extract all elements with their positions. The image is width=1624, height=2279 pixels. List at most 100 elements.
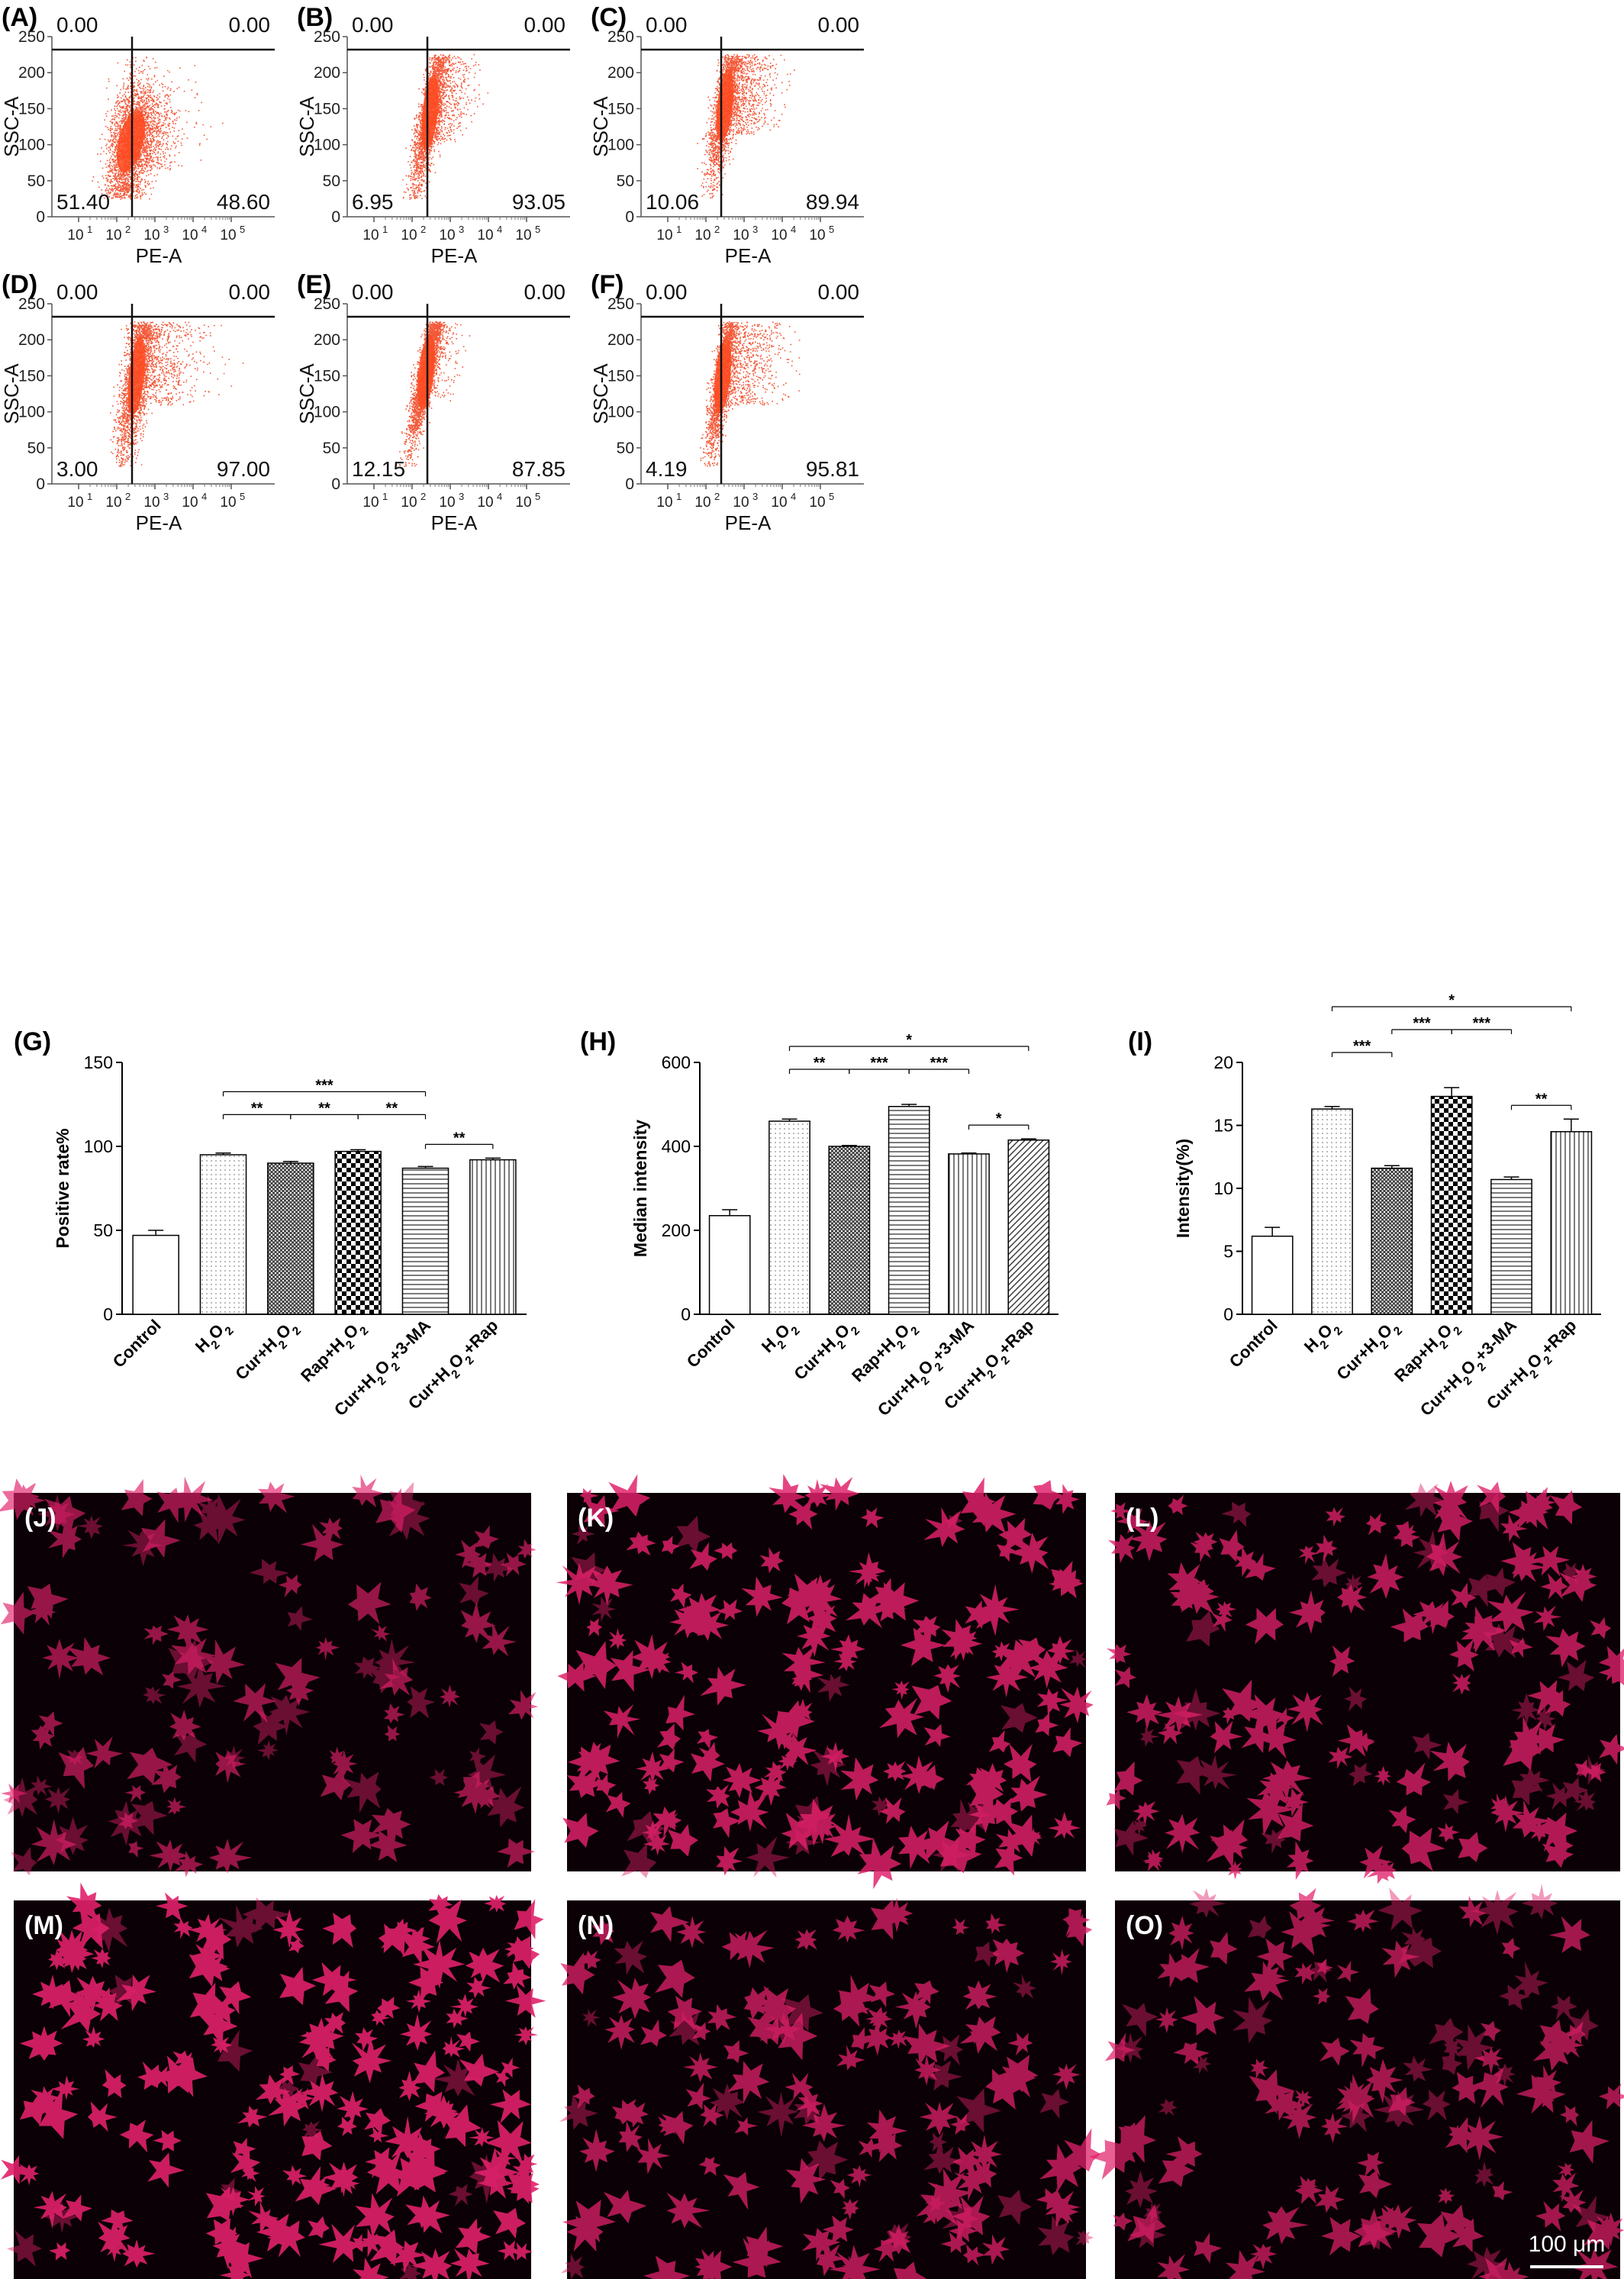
bar (768, 1120, 810, 1315)
x-tick-exponent: 2 (420, 491, 426, 502)
x-tick-label: 10 (105, 227, 121, 243)
x-tick-label: 10 (733, 227, 749, 243)
category-label: Control (683, 1316, 739, 1372)
y-tick-label: 250 (18, 295, 45, 313)
panel-label: (C) (591, 3, 627, 32)
y-tick-label: 0 (1223, 1304, 1233, 1324)
y-tick-label: 200 (18, 64, 45, 82)
y-tick-label: 100 (18, 404, 45, 421)
bar (948, 1153, 990, 1315)
bar (401, 1167, 450, 1315)
x-tick-exponent: 4 (201, 224, 207, 235)
x-axis-label: PE-A (725, 511, 772, 534)
y-axis-label: Median intensity (630, 1120, 650, 1257)
x-tick-exponent: 4 (201, 491, 207, 502)
x-tick-label: 10 (694, 227, 710, 243)
quadrant-upper-right: 0.00 (229, 13, 271, 37)
y-axis-label: Intensity(%) (1173, 1139, 1193, 1238)
micrograph-background (14, 1493, 531, 1871)
scatter-points (697, 53, 795, 199)
quadrant-lower-right: 48.60 (217, 190, 270, 214)
label-segment: Cur+H (1483, 1364, 1532, 1413)
quadrant-upper-left: 0.00 (352, 13, 394, 37)
panel-label: (G) (14, 1027, 51, 1056)
significance-stars: *** (870, 1055, 888, 1072)
y-tick-label: 15 (1213, 1116, 1233, 1136)
y-tick-label: 100 (84, 1136, 113, 1156)
y-tick-label: 0 (625, 475, 634, 493)
x-tick-label: 10 (182, 495, 198, 511)
x-tick-label: 10 (67, 227, 83, 243)
significance-stars: *** (930, 1055, 949, 1072)
y-tick-label: 250 (314, 295, 340, 313)
label-segment: Cur+H (940, 1364, 990, 1413)
micrograph-o: (O) 100 μm (1089, 1884, 1624, 2279)
label-segment: O (1313, 1320, 1336, 1343)
x-tick-label: 10 (809, 227, 825, 243)
label-segment: Cur+H (330, 1370, 380, 1420)
panel-label: (F) (591, 270, 624, 299)
quadrant-upper-left: 0.00 (646, 280, 688, 304)
y-tick-label: 50 (617, 440, 634, 457)
y-tick-label: 20 (1213, 1052, 1233, 1072)
x-tick-exponent: 5 (535, 224, 540, 235)
y-tick-label: 200 (314, 64, 340, 82)
y-axis-label: SSC-A (295, 96, 318, 157)
label-segment: Cur+H (790, 1334, 839, 1384)
y-tick-label: 50 (27, 172, 45, 190)
x-tick-label: 10 (809, 495, 825, 511)
significance-stars: * (1448, 992, 1455, 1009)
quadrant-lower-right: 87.85 (512, 457, 566, 481)
quadrant-upper-left: 0.00 (56, 13, 98, 37)
x-tick-exponent: 3 (752, 224, 758, 235)
x-tick-exponent: 3 (459, 491, 464, 502)
x-tick-label: 10 (477, 495, 493, 511)
y-tick-label: 100 (607, 404, 634, 421)
x-tick-label: 10 (656, 495, 672, 511)
label-segment: +3-MA (385, 1316, 434, 1365)
x-tick-exponent: 1 (382, 224, 388, 235)
scatter-points (92, 56, 224, 200)
label-segment: O (771, 1320, 794, 1343)
label-segment: Cur+H (1332, 1334, 1382, 1384)
significance-stars: * (996, 1110, 1002, 1127)
micrograph-l: (L) (1106, 1481, 1624, 1884)
x-tick-exponent: 5 (829, 491, 834, 502)
y-axis-label: SSC-A (295, 363, 318, 424)
x-tick-exponent: 5 (535, 491, 540, 502)
fluorescence-image-panels: (J) (K) (L) (M) (N) (O) 100 μm (0, 1474, 1624, 2279)
x-tick-exponent: 2 (420, 224, 426, 235)
label-segment: O (914, 1356, 937, 1379)
quadrant-lower-left: 10.06 (646, 190, 699, 214)
panel-label: (B) (297, 3, 333, 32)
y-tick-label: 200 (662, 1220, 691, 1240)
significance-stars: ** (1535, 1091, 1548, 1107)
significance-stars: ** (453, 1130, 466, 1146)
x-tick-exponent: 1 (676, 491, 682, 502)
x-tick-exponent: 3 (752, 491, 758, 502)
bar (132, 1234, 179, 1315)
label-segment: O (981, 1349, 1004, 1372)
panel-label: (J) (24, 1504, 56, 1533)
x-tick-exponent: 3 (459, 224, 464, 235)
category-label: Cur+H2O2+3-MA (874, 1316, 981, 1423)
x-tick-label: 10 (182, 227, 198, 243)
panel-label: (M) (24, 1911, 63, 1940)
label-segment: O (340, 1320, 362, 1343)
panel-label: (D) (2, 270, 37, 299)
x-tick-exponent: 2 (714, 491, 720, 502)
label-segment: O (1374, 1320, 1397, 1343)
x-tick-label: 10 (67, 495, 83, 511)
label-segment: +3-MA (928, 1316, 978, 1365)
x-axis-label: PE-A (431, 511, 478, 534)
quadrant-upper-left: 0.00 (646, 13, 688, 37)
y-tick-label: 250 (18, 28, 45, 46)
quadrant-lower-left: 12.15 (352, 457, 405, 481)
x-tick-label: 10 (105, 495, 121, 511)
y-tick-label: 100 (314, 137, 340, 154)
y-tick-label: 0 (36, 475, 45, 493)
